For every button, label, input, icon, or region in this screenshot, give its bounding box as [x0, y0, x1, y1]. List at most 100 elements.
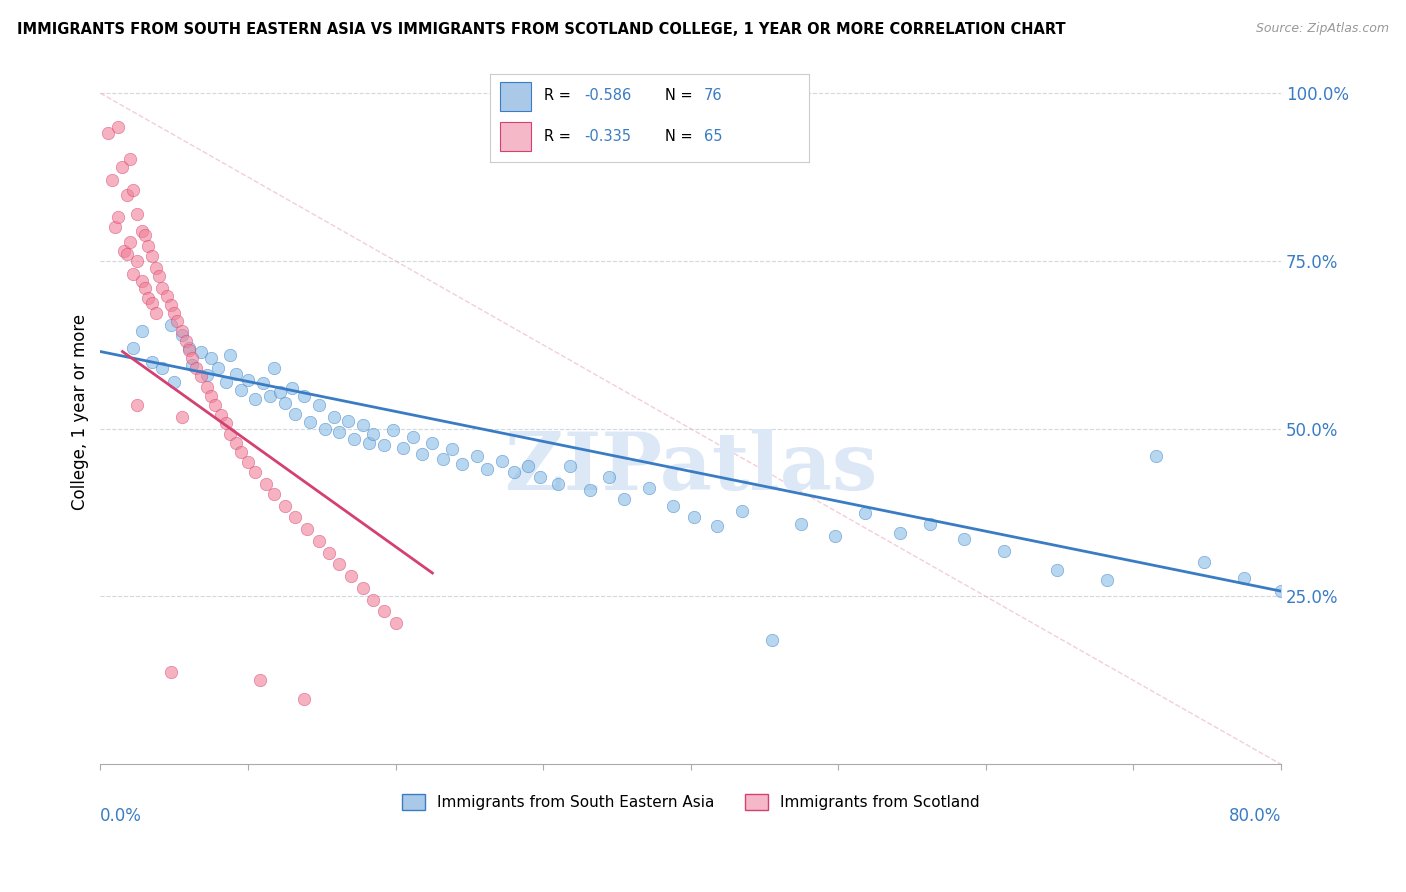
- Point: [195, 380, 218, 394]
- Legend: Immigrants from South Eastern Asia, Immigrants from Scotland: Immigrants from South Eastern Asia, Immi…: [395, 789, 986, 816]
- Point: [229, 383, 252, 397]
- Point: [131, 274, 153, 288]
- Point: [150, 361, 173, 376]
- Point: [432, 451, 454, 466]
- Point: [170, 409, 193, 424]
- Point: [263, 487, 285, 501]
- Point: [190, 344, 212, 359]
- Point: [204, 398, 226, 412]
- Point: [160, 318, 183, 332]
- Point: [101, 173, 124, 187]
- Point: [373, 604, 395, 618]
- Point: [993, 544, 1015, 558]
- Point: [706, 519, 728, 533]
- Point: [761, 633, 783, 648]
- Point: [363, 427, 385, 442]
- Point: [215, 375, 238, 389]
- Point: [215, 417, 238, 431]
- Point: [384, 616, 406, 631]
- Point: [141, 295, 163, 310]
- Point: [328, 558, 350, 572]
- Point: [298, 415, 321, 429]
- Point: [177, 343, 200, 357]
- Point: [104, 220, 127, 235]
- Point: [328, 425, 350, 439]
- Point: [352, 418, 374, 433]
- Point: [411, 447, 433, 461]
- Point: [170, 325, 193, 339]
- Point: [440, 442, 463, 456]
- Point: [141, 249, 163, 263]
- Point: [225, 367, 247, 381]
- Text: 80.0%: 80.0%: [1229, 806, 1281, 824]
- Point: [613, 492, 636, 507]
- Point: [136, 239, 159, 253]
- Point: [245, 392, 267, 406]
- Point: [118, 235, 141, 249]
- Point: [219, 348, 242, 362]
- Point: [249, 673, 271, 688]
- Point: [115, 247, 138, 261]
- Text: ZIPatlas: ZIPatlas: [505, 429, 877, 508]
- Point: [148, 268, 170, 283]
- Point: [254, 476, 277, 491]
- Point: [160, 297, 183, 311]
- Text: IMMIGRANTS FROM SOUTH EASTERN ASIA VS IMMIGRANTS FROM SCOTLAND COLLEGE, 1 YEAR O: IMMIGRANTS FROM SOUTH EASTERN ASIA VS IM…: [17, 22, 1066, 37]
- Point: [638, 481, 661, 495]
- Point: [245, 466, 267, 480]
- Point: [174, 334, 197, 349]
- Point: [112, 244, 135, 258]
- Point: [352, 582, 374, 596]
- Point: [491, 454, 513, 468]
- Point: [314, 422, 336, 436]
- Point: [381, 423, 404, 437]
- Point: [131, 224, 153, 238]
- Point: [579, 483, 602, 498]
- Y-axis label: College, 1 year or more: College, 1 year or more: [72, 314, 89, 510]
- Text: 0.0%: 0.0%: [100, 806, 142, 824]
- Point: [295, 522, 318, 536]
- Point: [107, 211, 129, 225]
- Point: [284, 510, 307, 524]
- Point: [308, 398, 330, 412]
- Point: [422, 436, 444, 450]
- Point: [853, 506, 876, 520]
- Point: [236, 455, 259, 469]
- Point: [357, 436, 380, 450]
- Point: [207, 361, 229, 376]
- Point: [131, 325, 153, 339]
- Point: [598, 470, 620, 484]
- Point: [141, 354, 163, 368]
- Point: [180, 351, 202, 366]
- Point: [111, 160, 134, 174]
- Point: [824, 529, 846, 543]
- Point: [107, 120, 129, 134]
- Point: [229, 445, 252, 459]
- Point: [292, 390, 315, 404]
- Point: [115, 188, 138, 202]
- Point: [918, 516, 941, 531]
- Point: [1046, 563, 1069, 577]
- Point: [682, 510, 704, 524]
- Point: [195, 368, 218, 382]
- Point: [952, 533, 974, 547]
- Point: [343, 432, 366, 446]
- Point: [259, 390, 281, 404]
- Point: [1233, 571, 1256, 585]
- Point: [308, 534, 330, 549]
- Point: [517, 458, 540, 473]
- Point: [1144, 449, 1167, 463]
- Point: [1270, 584, 1292, 599]
- Point: [145, 306, 167, 320]
- Point: [373, 438, 395, 452]
- Point: [269, 384, 291, 399]
- Point: [263, 361, 285, 376]
- Point: [274, 499, 297, 513]
- Point: [236, 373, 259, 387]
- Point: [502, 466, 524, 480]
- Point: [186, 361, 208, 376]
- Point: [529, 470, 551, 484]
- Point: [160, 665, 183, 679]
- Point: [392, 441, 415, 455]
- Point: [190, 369, 212, 384]
